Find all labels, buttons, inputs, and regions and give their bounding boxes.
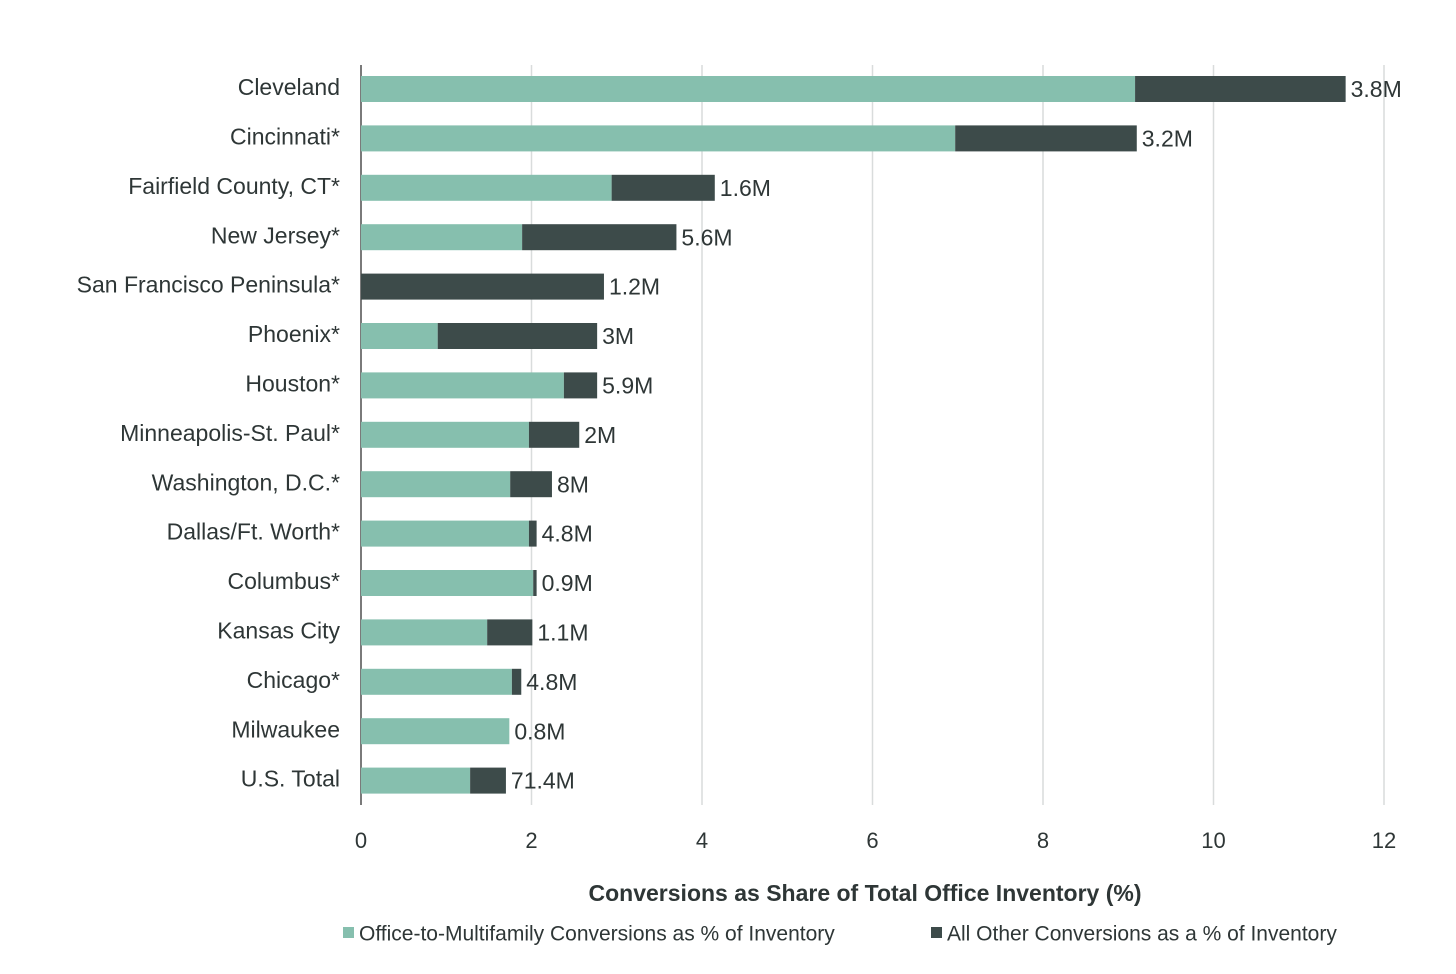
- bar-label: 5.6M: [681, 224, 732, 250]
- y-tick-label: Phoenix*: [248, 321, 340, 347]
- bar-segment: [470, 767, 506, 794]
- bar-segment: [361, 174, 612, 201]
- y-tick-label: Washington, D.C.*: [152, 469, 340, 495]
- x-tick-label: 0: [355, 828, 367, 853]
- x-tick-label: 12: [1372, 828, 1396, 853]
- bar-label: 71.4M: [511, 768, 575, 794]
- bar-segment: [361, 520, 529, 547]
- bar-segment: [955, 125, 1137, 152]
- legend-label: All Other Conversions as a % of Inventor…: [947, 923, 1337, 946]
- y-tick-label: San Francisco Peninsula*: [77, 272, 340, 298]
- x-tick-label: 10: [1201, 828, 1225, 853]
- x-axis-title: Conversions as Share of Total Office Inv…: [589, 880, 1142, 906]
- bar-segment: [361, 421, 529, 448]
- y-tick-label: Minneapolis-St. Paul*: [120, 420, 340, 446]
- y-tick-label: Chicago*: [247, 667, 340, 693]
- bar-segment: [437, 323, 598, 349]
- bar-label: 4.8M: [526, 669, 577, 695]
- bar-label: 1.1M: [537, 619, 588, 645]
- bar-label: 0.9M: [542, 570, 593, 596]
- bar-segment: [1135, 76, 1346, 102]
- y-tick-label: Fairfield County, CT*: [128, 173, 340, 199]
- bar-segment: [361, 668, 512, 695]
- bar-label: 2M: [584, 422, 616, 448]
- bar-segment: [361, 323, 438, 349]
- y-tick-label: Houston*: [245, 370, 340, 396]
- bar-label: 3.2M: [1142, 125, 1193, 151]
- bar-label: 1.6M: [720, 175, 771, 201]
- y-tick-label: Kansas City: [217, 617, 340, 643]
- bar-label: 5.9M: [602, 372, 653, 398]
- bar-segment: [528, 421, 580, 448]
- bar-segment: [533, 570, 537, 596]
- y-tick-label: Dallas/Ft. Worth*: [167, 519, 340, 545]
- legend-swatch: [931, 927, 942, 938]
- bar-segment: [510, 471, 552, 498]
- bar-segment: [361, 718, 510, 745]
- bar-segment: [361, 570, 534, 596]
- bar-segment: [361, 76, 1136, 102]
- bar-label: 1.2M: [609, 274, 660, 300]
- x-tick-label: 2: [525, 828, 537, 853]
- bar-segment: [522, 224, 677, 251]
- legend-swatch: [343, 927, 354, 938]
- bar-segment: [611, 174, 715, 201]
- bar-segment: [361, 471, 511, 498]
- bar-label: 0.8M: [514, 718, 565, 744]
- bar-segment: [511, 668, 522, 695]
- y-tick-label: Milwaukee: [231, 716, 340, 742]
- x-tick-label: 8: [1037, 828, 1049, 853]
- bar-label: 3.8M: [1351, 76, 1402, 102]
- x-tick-label: 4: [696, 828, 708, 853]
- y-tick-label: New Jersey*: [211, 222, 340, 248]
- x-tick-label: 6: [866, 828, 878, 853]
- bar-segment: [361, 224, 523, 251]
- bar-segment: [361, 125, 956, 152]
- legend-label: Office-to-Multifamily Conversions as % o…: [359, 923, 835, 946]
- y-tick-label: Columbus*: [228, 568, 341, 594]
- bar-label: 3M: [602, 323, 634, 349]
- bar-segment: [361, 372, 564, 399]
- bar-segment: [563, 372, 598, 399]
- bar-segment: [361, 767, 471, 794]
- y-tick-label: Cincinnati*: [230, 123, 340, 149]
- bar-label: 4.8M: [542, 521, 593, 547]
- bar-segment: [528, 520, 537, 547]
- y-tick-label: U.S. Total: [241, 766, 340, 792]
- y-tick-label: Cleveland: [238, 74, 340, 100]
- bar-label: 8M: [557, 471, 589, 497]
- bar-segment: [487, 619, 533, 646]
- bar-segment: [361, 273, 604, 300]
- bar-segment: [361, 619, 488, 646]
